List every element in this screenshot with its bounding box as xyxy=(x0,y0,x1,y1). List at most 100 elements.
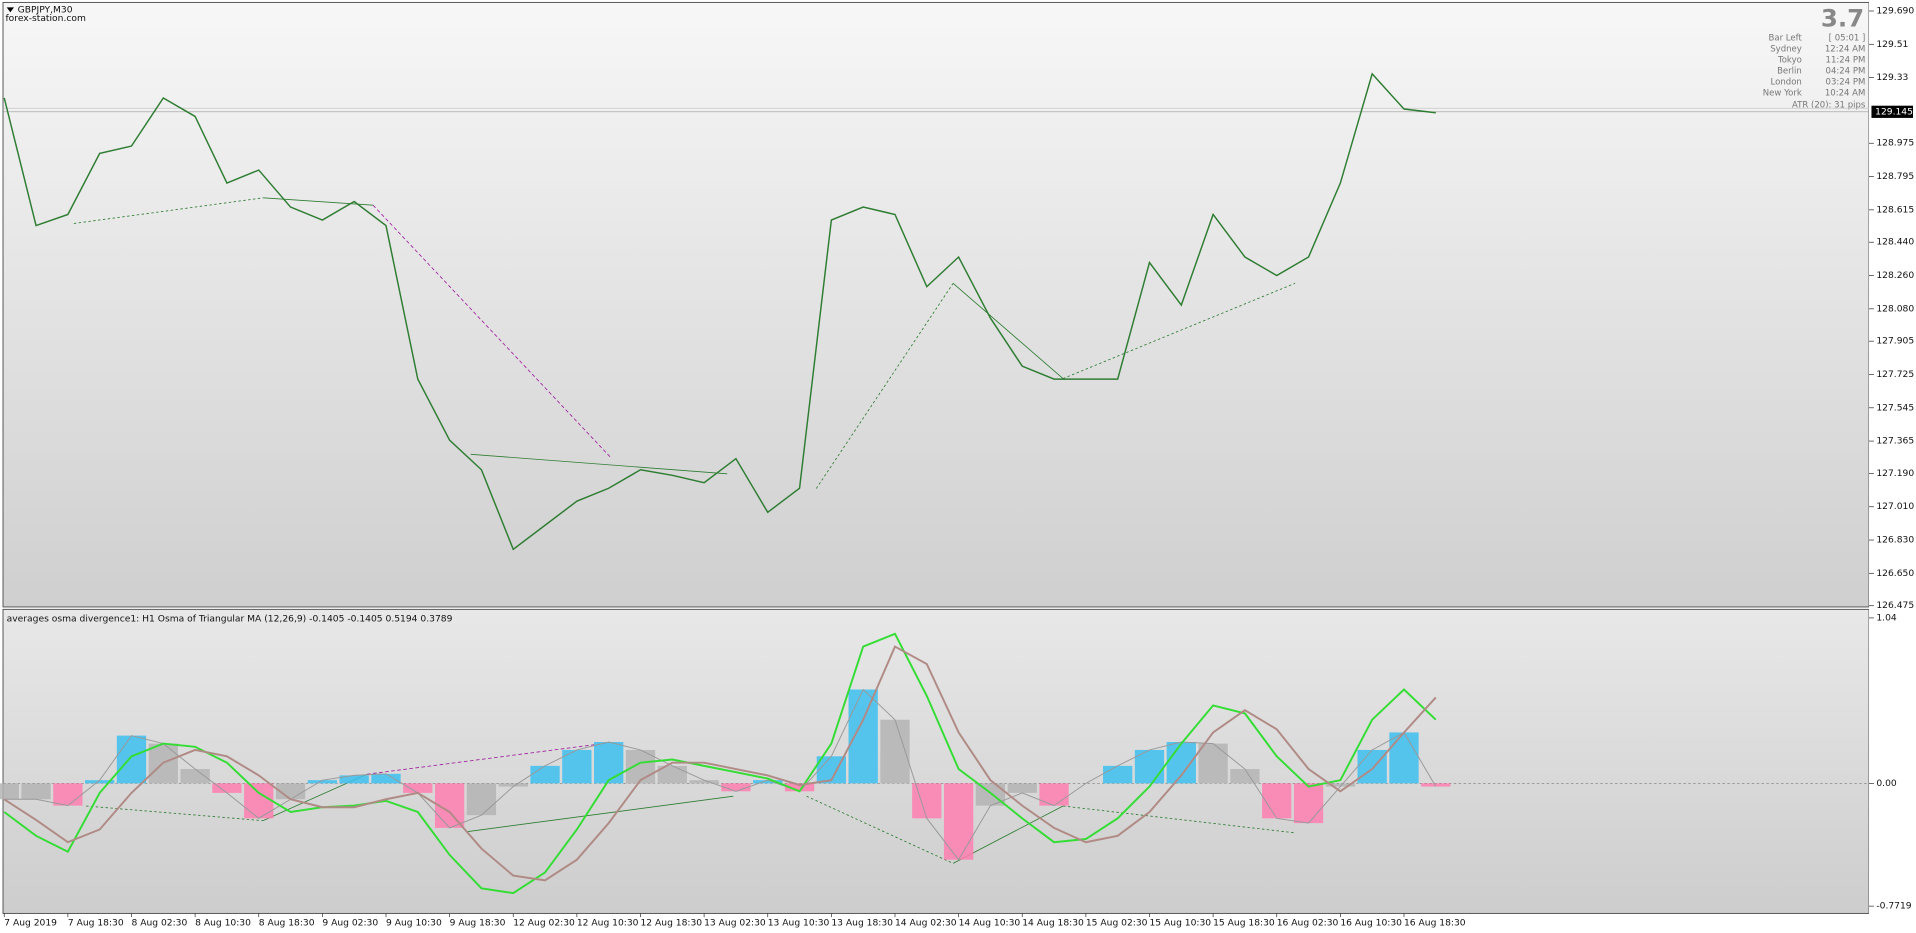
x-tick-label: 7 Aug 2019 xyxy=(4,919,57,929)
histogram-bar xyxy=(244,783,274,819)
histogram-bar xyxy=(307,780,338,784)
signal-line xyxy=(3,645,1437,882)
histogram-bar xyxy=(85,780,115,784)
histogram-bar xyxy=(466,783,497,816)
info-value: [ 05:01 ] xyxy=(1829,33,1866,43)
y-tick-label: 127.905 xyxy=(1876,337,1914,347)
x-tick-label: 15 Aug 02:30 xyxy=(1086,919,1148,929)
atr: ATR (20): 31 pips xyxy=(1792,101,1866,111)
histogram-bar xyxy=(594,741,624,784)
histogram-bar xyxy=(403,783,433,793)
x-tick-label: 8 Aug 02:30 xyxy=(131,919,187,929)
x-tick-label: 16 Aug 18:30 xyxy=(1404,919,1466,929)
last-price-label: 129.145 xyxy=(1875,107,1913,117)
divergence-lines xyxy=(73,197,1296,864)
histogram-bar xyxy=(1325,783,1356,787)
histogram-bar xyxy=(912,783,942,819)
info-value: 10:24 AM xyxy=(1825,88,1866,98)
info-label: Bar Left xyxy=(1768,33,1802,43)
y-tick-label: 1.04 xyxy=(1876,613,1897,623)
histogram-bar xyxy=(657,765,687,784)
histogram-bar xyxy=(1357,749,1387,784)
histogram-bar xyxy=(1103,765,1133,784)
price-line xyxy=(3,72,1436,551)
y-tick-label: 127.725 xyxy=(1876,370,1914,380)
histogram-bar xyxy=(1039,783,1069,806)
histogram-bar xyxy=(1198,743,1228,784)
histogram-bar xyxy=(116,735,147,784)
info-value: 04:24 PM xyxy=(1826,66,1866,76)
x-tick-label: 9 Aug 02:30 xyxy=(322,919,378,929)
x-tick-label: 12 Aug 02:30 xyxy=(513,919,575,929)
x-tick-label: 15 Aug 18:30 xyxy=(1213,919,1275,929)
last-price-box xyxy=(1871,105,1913,118)
histogram-bar xyxy=(1421,783,1451,787)
y-tick-label: 128.975 xyxy=(1876,139,1914,149)
y-tick-label: 126.650 xyxy=(1876,569,1914,579)
y-tick-label: 126.830 xyxy=(1876,536,1914,546)
histogram-bar xyxy=(371,773,401,784)
x-tick-label: 9 Aug 18:30 xyxy=(450,919,506,929)
histogram-bar xyxy=(498,783,528,787)
y-tick-label: 127.010 xyxy=(1876,502,1914,512)
info-value: 03:24 PM xyxy=(1826,77,1866,87)
y-tick-label: 127.190 xyxy=(1876,469,1914,479)
x-tick-label: 14 Aug 10:30 xyxy=(959,919,1021,929)
histogram-bar xyxy=(0,783,19,800)
histogram-bar xyxy=(784,783,815,792)
y-tick-label: 128.260 xyxy=(1876,271,1914,281)
y-tick-label: 128.795 xyxy=(1876,172,1914,182)
axis-strip xyxy=(1869,0,1916,933)
x-tick-label: 13 Aug 18:30 xyxy=(831,919,893,929)
y-tick-label: 126.475 xyxy=(1876,601,1914,611)
x-tick-label: 9 Aug 10:30 xyxy=(386,919,442,929)
countdown: 3.7 xyxy=(1821,4,1864,33)
y-tick-label: 128.080 xyxy=(1876,304,1914,314)
watermark: forex-station.com xyxy=(5,14,86,24)
x-tick-label: 14 Aug 02:30 xyxy=(895,919,957,929)
histogram-bar xyxy=(1230,769,1260,784)
signal-line xyxy=(3,632,1437,895)
histogram-bar xyxy=(721,783,751,792)
info-label: Sydney xyxy=(1770,44,1802,54)
x-tick-label: 15 Aug 10:30 xyxy=(1149,919,1211,929)
histogram-bar xyxy=(1389,732,1419,784)
symbol-title: GBPJPY,M30 xyxy=(18,5,73,15)
x-tick-label: 16 Aug 10:30 xyxy=(1340,919,1402,929)
info-label: London xyxy=(1771,77,1802,87)
histogram-bar xyxy=(625,749,656,784)
histogram-bar xyxy=(53,783,83,806)
x-tick-label: 12 Aug 18:30 xyxy=(640,919,702,929)
histogram-bar xyxy=(1293,783,1324,824)
y-tick-label: 127.365 xyxy=(1876,437,1914,447)
y-tick-label: -0.7719 xyxy=(1876,902,1911,912)
y-tick-label: 0.00 xyxy=(1876,779,1897,789)
x-tick-label: 16 Aug 02:30 xyxy=(1277,919,1339,929)
y-tick-label: 128.440 xyxy=(1876,238,1914,248)
oscillator-panel xyxy=(2,608,1870,914)
info-value: 12:24 AM xyxy=(1825,44,1866,54)
histogram-bar xyxy=(21,783,51,800)
y-tick-label: 129.690 xyxy=(1876,6,1914,16)
histogram-bar xyxy=(530,765,560,784)
info-label: New York xyxy=(1763,88,1802,98)
histogram-bar xyxy=(339,775,369,784)
x-tick-label: 13 Aug 02:30 xyxy=(704,919,766,929)
indicator-title: averages osma divergence1: H1 Osma of Tr… xyxy=(7,615,453,625)
x-tick-label: 13 Aug 10:30 xyxy=(768,919,830,929)
y-tick-label: 129.51 xyxy=(1876,40,1908,50)
price-panel xyxy=(2,1,1870,608)
histogram-bar xyxy=(1262,783,1292,819)
x-tick-label: 7 Aug 18:30 xyxy=(68,919,124,929)
info-label: Berlin xyxy=(1777,66,1802,76)
x-tick-label: 8 Aug 10:30 xyxy=(195,919,251,929)
histogram-bar xyxy=(562,749,592,784)
histogram-bar xyxy=(943,783,974,860)
menu-arrow[interactable] xyxy=(6,7,15,13)
y-tick-label: 128.615 xyxy=(1876,205,1914,215)
info-label: Tokyo xyxy=(1777,55,1802,65)
histogram-bar xyxy=(1134,749,1165,784)
histogram-bar xyxy=(848,689,878,784)
